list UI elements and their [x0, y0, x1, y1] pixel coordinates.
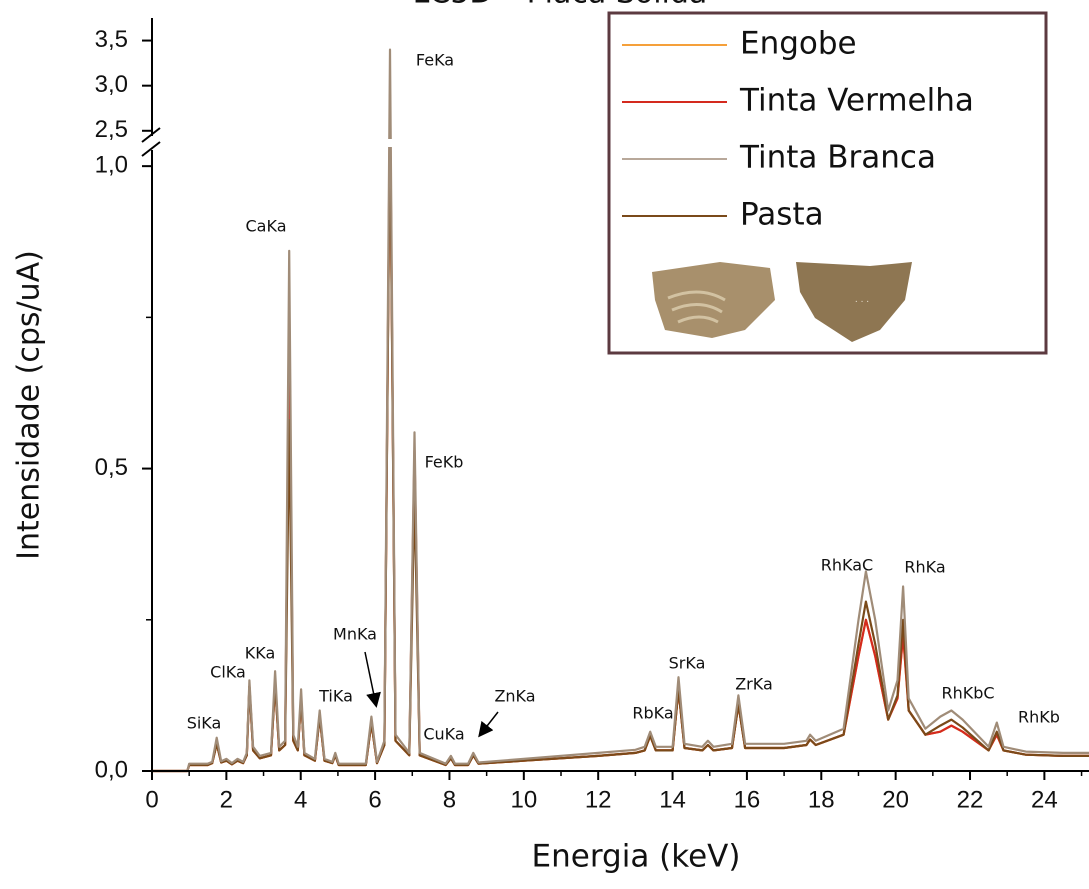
peak-label: ZrKa	[735, 675, 773, 694]
peak-label: KKa	[245, 644, 276, 663]
y-tick-label: 1,0	[95, 151, 128, 178]
y-tick-label: 3,5	[95, 26, 128, 53]
x-tick-label: 0	[145, 786, 158, 813]
legend-label: Tinta Branca	[739, 140, 936, 176]
legend-label: Engobe	[740, 26, 857, 62]
x-tick-label: 22	[957, 786, 984, 813]
x-axis-label: Energia (keV)	[532, 839, 741, 875]
peak-label: FeKb	[425, 453, 464, 472]
x-tick-label: 4	[294, 786, 307, 813]
peak-label: RhKbC	[941, 684, 994, 703]
x-tick-label: 18	[808, 786, 835, 813]
peak-label: RhKaC	[821, 556, 873, 575]
y-tick-label: 2,5	[95, 116, 128, 143]
peak-label: FeKa	[416, 51, 454, 70]
y-tick-label: 0,0	[95, 756, 128, 783]
peak-label: TiKa	[318, 687, 353, 706]
legend-label: Pasta	[740, 197, 824, 233]
y-axis-label: Intensidade (cps/uA)	[12, 250, 47, 560]
x-tick-label: 16	[734, 786, 761, 813]
legend: · · · Engobe Tinta Vermelha Tinta Branca Pa…	[607, 11, 1048, 355]
peak-label: ClKa	[210, 663, 246, 682]
peak-label: CuKa	[423, 725, 464, 744]
sherd-photo: · · ·	[652, 262, 912, 342]
x-tick-label: 2	[220, 786, 233, 813]
x-tick-label: 14	[659, 786, 686, 813]
peak-label: SiKa	[187, 714, 222, 733]
x-tick-label: 6	[368, 786, 381, 813]
spectrum-line	[152, 48, 1089, 773]
legend-label: Tinta Vermelha	[739, 83, 974, 119]
peak-label: MnKa	[333, 625, 377, 644]
annotation-arrow	[364, 651, 381, 708]
peak-label: RhKa	[904, 558, 945, 577]
x-tick-label: 24	[1031, 786, 1058, 813]
sherd-mark: · · ·	[855, 298, 869, 308]
peak-label: RbKa	[632, 704, 673, 723]
peak-label: SrKa	[669, 654, 706, 673]
peak-label: RhKb	[1018, 708, 1060, 727]
annotation-arrow	[478, 711, 499, 738]
y-tick-label: 0,5	[95, 454, 128, 481]
peak-label: CaKa	[246, 217, 287, 236]
axis-break-mark	[141, 127, 161, 157]
peak-label: ZnKa	[494, 687, 535, 706]
x-tick-label: 20	[882, 786, 909, 813]
x-tick-label: 8	[443, 786, 456, 813]
chart-title: LC5D – Placa Sólida	[413, 0, 708, 11]
x-tick-label: 10	[510, 786, 537, 813]
x-tick-label: 12	[585, 786, 612, 813]
y-tick-label: 3,0	[95, 71, 128, 98]
